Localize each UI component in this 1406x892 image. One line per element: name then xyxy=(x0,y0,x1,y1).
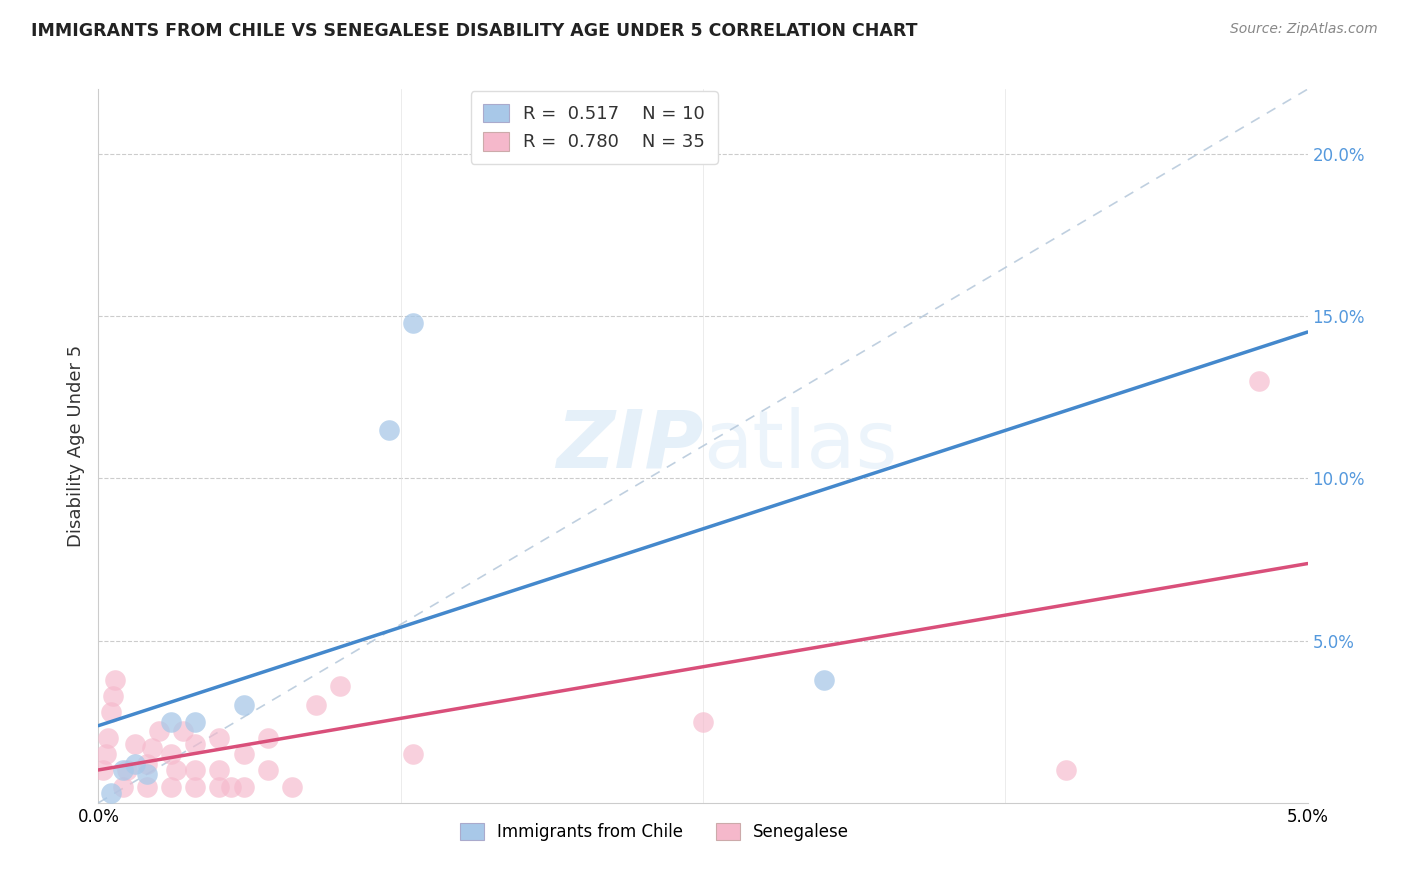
Point xyxy=(124,756,146,771)
Point xyxy=(402,316,425,330)
Y-axis label: Disability Age Under 5: Disability Age Under 5 xyxy=(66,345,84,547)
Point xyxy=(91,764,114,778)
Text: Source: ZipAtlas.com: Source: ZipAtlas.com xyxy=(1230,22,1378,37)
Point xyxy=(208,764,231,778)
Point xyxy=(148,724,170,739)
Point xyxy=(1054,764,1077,778)
Point xyxy=(402,747,425,761)
Text: IMMIGRANTS FROM CHILE VS SENEGALESE DISABILITY AGE UNDER 5 CORRELATION CHART: IMMIGRANTS FROM CHILE VS SENEGALESE DISA… xyxy=(31,22,918,40)
Point xyxy=(172,724,194,739)
Text: atlas: atlas xyxy=(703,407,897,485)
Point xyxy=(111,764,134,778)
Point xyxy=(100,786,122,800)
Point xyxy=(160,747,183,761)
Point xyxy=(160,780,183,794)
Point xyxy=(184,714,207,729)
Legend: Immigrants from Chile, Senegalese: Immigrants from Chile, Senegalese xyxy=(454,816,856,848)
Point xyxy=(232,747,254,761)
Point xyxy=(184,780,207,794)
Point xyxy=(135,756,157,771)
Point xyxy=(221,780,243,794)
Point xyxy=(208,731,231,745)
Point xyxy=(256,731,278,745)
Point xyxy=(94,747,117,761)
Point xyxy=(111,780,134,794)
Point xyxy=(104,673,127,687)
Point xyxy=(184,764,207,778)
Point xyxy=(100,705,122,719)
Point xyxy=(165,764,187,778)
Point xyxy=(117,764,139,778)
Point xyxy=(329,679,352,693)
Point xyxy=(256,764,278,778)
Point xyxy=(124,738,146,752)
Point xyxy=(281,780,304,794)
Point xyxy=(305,698,328,713)
Point xyxy=(232,780,254,794)
Point xyxy=(101,689,124,703)
Point xyxy=(135,766,157,780)
Point xyxy=(1249,374,1271,388)
Point xyxy=(141,740,163,755)
Point xyxy=(232,698,254,713)
Point xyxy=(97,731,120,745)
Point xyxy=(135,780,157,794)
Point xyxy=(813,673,835,687)
Point xyxy=(692,714,714,729)
Point xyxy=(184,738,207,752)
Point xyxy=(377,423,399,437)
Point xyxy=(208,780,231,794)
Point xyxy=(160,714,183,729)
Text: ZIP: ZIP xyxy=(555,407,703,485)
